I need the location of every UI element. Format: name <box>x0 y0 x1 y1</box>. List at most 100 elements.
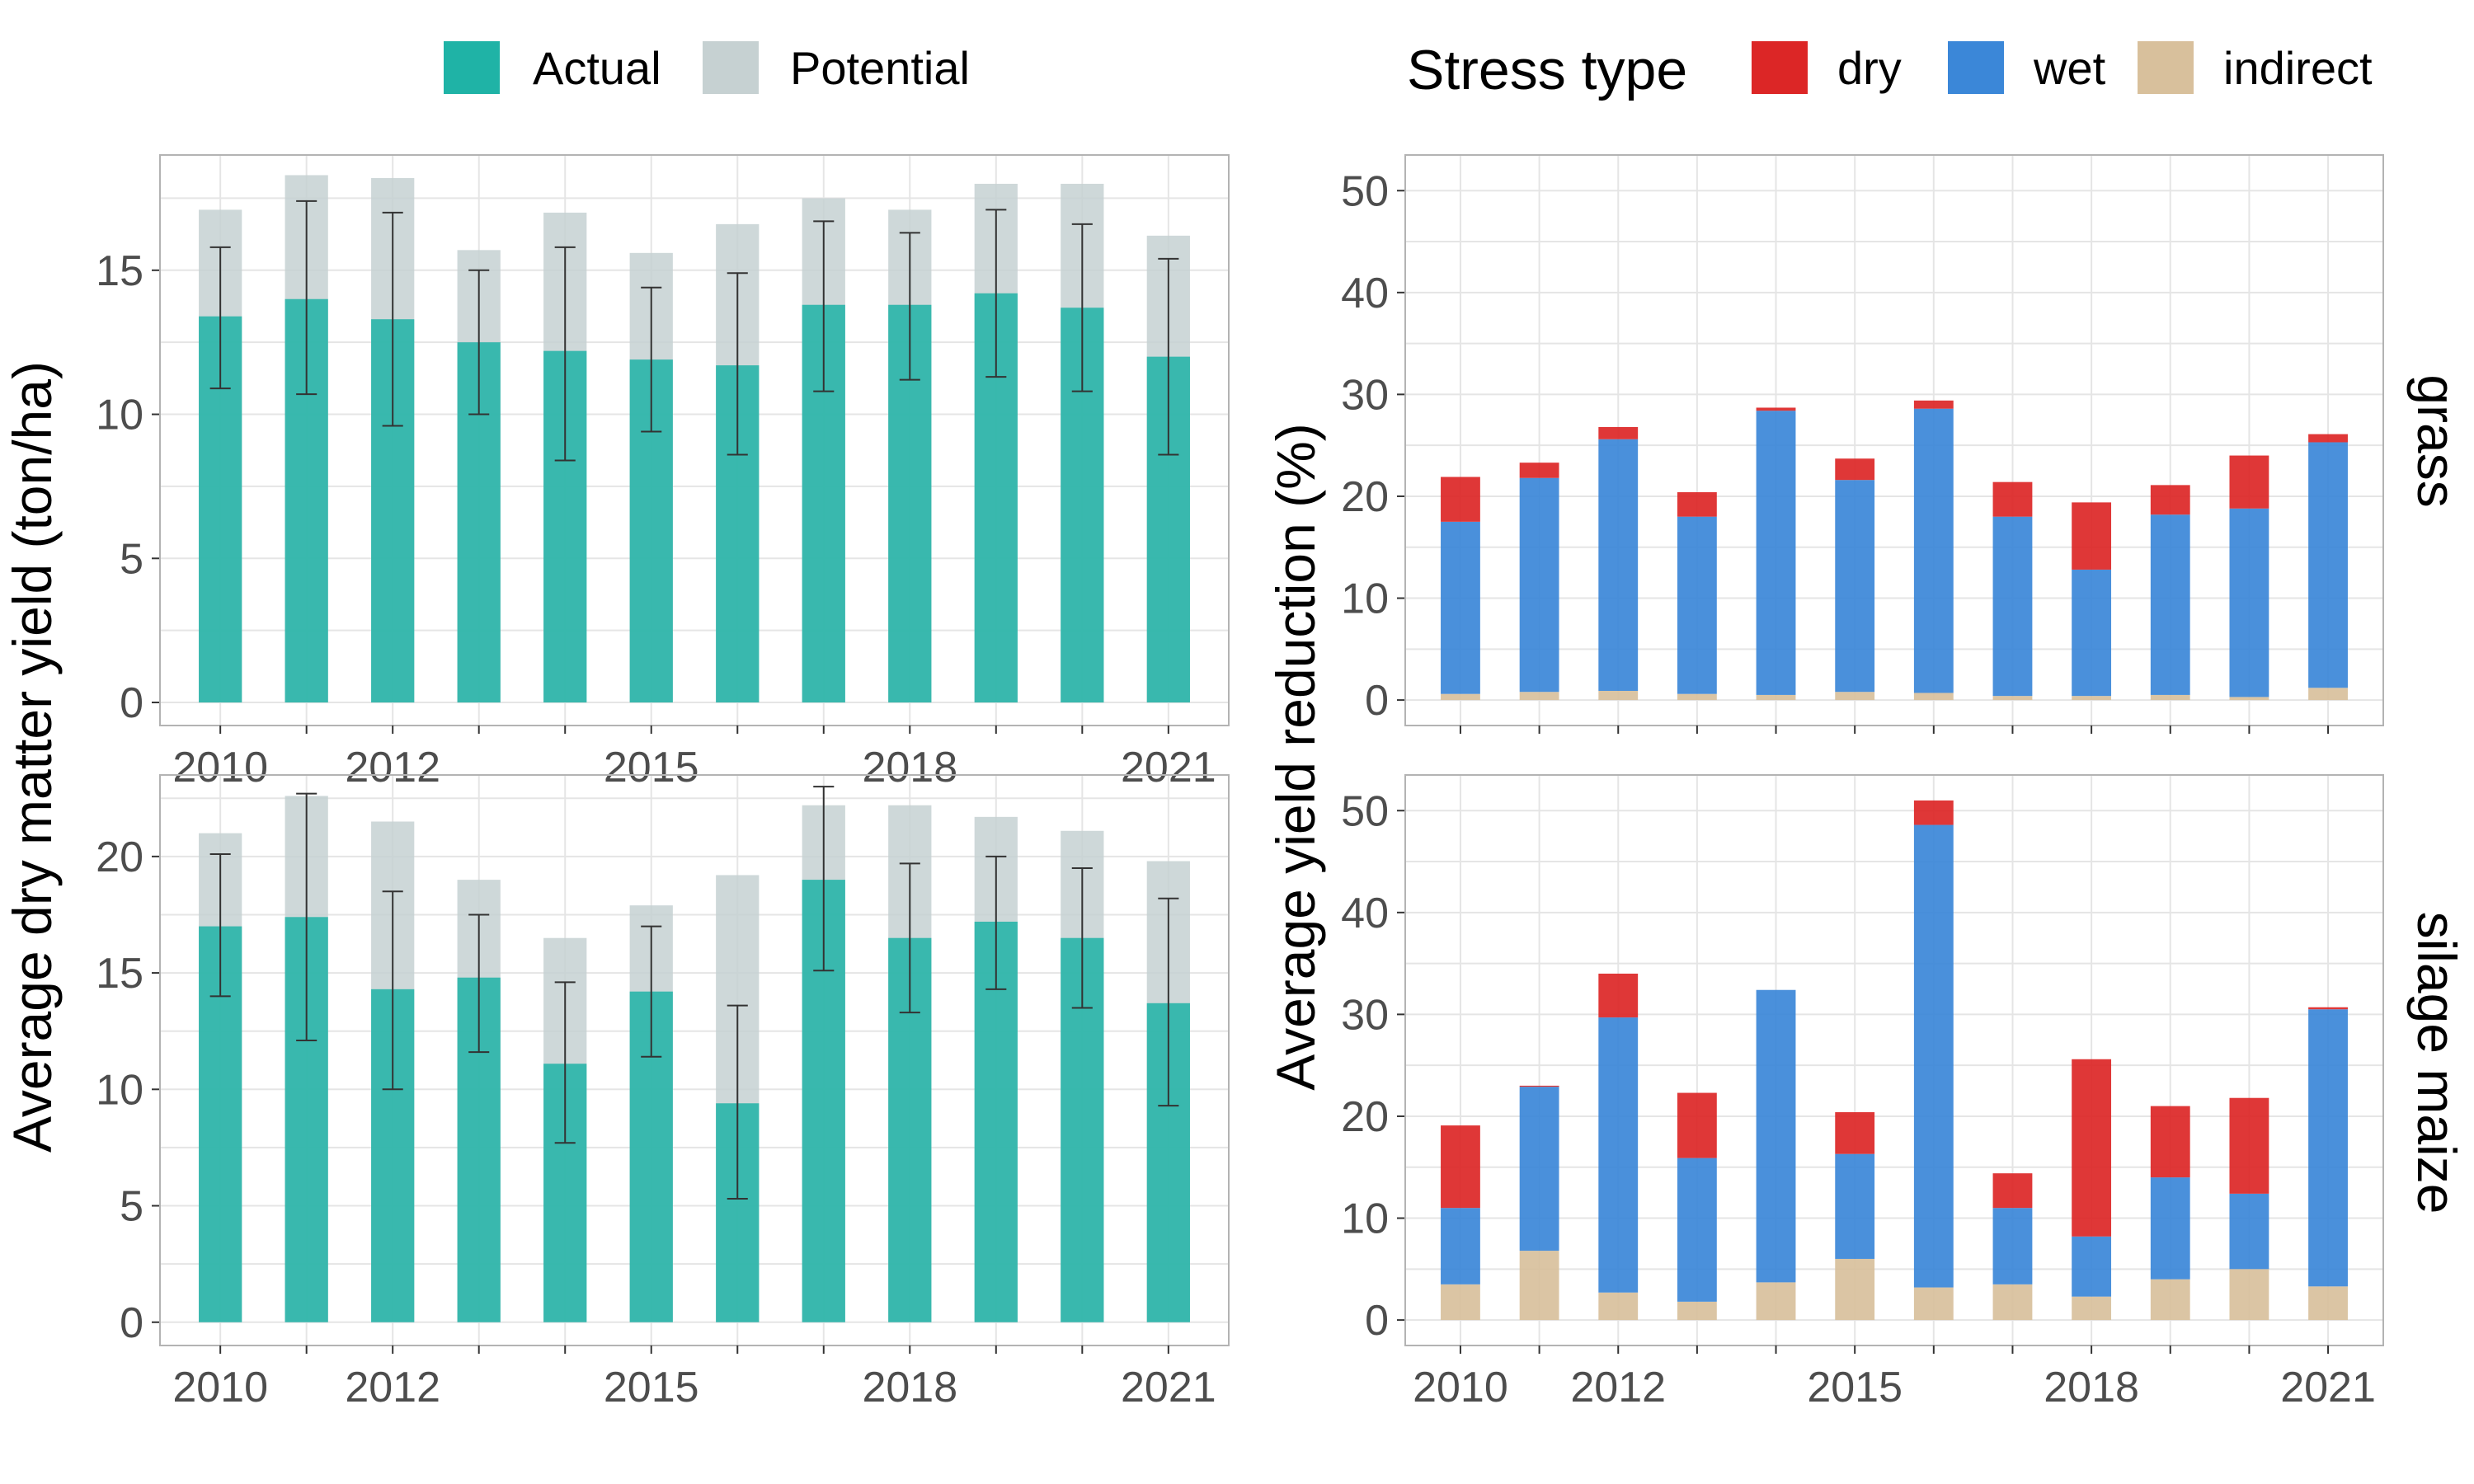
error-bar-2010 <box>209 853 231 998</box>
panel-frame <box>1404 774 2384 1346</box>
x-tick-label: 2015 <box>604 1364 699 1411</box>
x-tick-label: 2010 <box>172 1364 268 1411</box>
legend-title-stress-type: Stress type <box>1407 39 1687 101</box>
y-tick-label: 40 <box>1341 890 1389 937</box>
bar-dry-2012 <box>1598 426 1639 439</box>
bar-indirect-2010 <box>1441 1284 1480 1321</box>
bar-wet-2020 <box>2229 508 2269 697</box>
bar-dry-2015 <box>1835 458 1875 481</box>
bar-dry-2014 <box>1756 407 1796 411</box>
y-tick-label: 40 <box>1341 270 1389 317</box>
bar-dry-2021 <box>2308 1007 2348 1010</box>
y-tick-label: 0 <box>120 1299 143 1347</box>
bar-wet-2019 <box>2150 1177 2190 1280</box>
error-bar-2010 <box>209 246 231 390</box>
bar-dry-2018 <box>2072 502 2112 570</box>
bar-indirect-2021 <box>2308 1286 2348 1321</box>
legend-left: Actual Potential <box>444 41 970 94</box>
bar-indirect-2014 <box>1756 1282 1796 1321</box>
error-bar-2011 <box>296 792 317 1041</box>
facet-label-grass: grass <box>2406 374 2467 507</box>
error-bar-2012 <box>382 211 403 427</box>
bar-wet-2015 <box>1835 480 1875 693</box>
legend-swatch-wet <box>1948 41 2004 94</box>
bar-dry-2011 <box>1519 1085 1559 1087</box>
y-tick-label: 5 <box>120 1183 143 1231</box>
x-tick-label: 2018 <box>2044 1364 2139 1411</box>
y-tick-label: 10 <box>1341 575 1389 623</box>
bar-indirect-2021 <box>2308 688 2348 701</box>
bar-wet-2020 <box>2229 1193 2269 1270</box>
error-bar-2013 <box>468 913 490 1054</box>
y-tick-label: 20 <box>1341 473 1389 521</box>
bar-dry-2017 <box>1992 1173 2033 1209</box>
x-tick-label: 2012 <box>345 1364 440 1411</box>
error-bar-2014 <box>554 981 576 1144</box>
error-bar-2018 <box>899 232 920 381</box>
bar-wet-2019 <box>2150 514 2190 695</box>
legend-swatch-indirect <box>2138 41 2194 94</box>
bar-wet-2010 <box>1441 1208 1480 1284</box>
legend-label-indirect: indirect <box>2223 42 2373 94</box>
error-bar-2020 <box>1071 223 1093 392</box>
bar-indirect-2019 <box>2150 1279 2190 1321</box>
x-tick-label: 2015 <box>1807 1364 1903 1411</box>
y-tick-label: 20 <box>1341 1093 1389 1141</box>
legend-label-wet: wet <box>2033 42 2106 94</box>
error-bar-2019 <box>985 209 1007 378</box>
bar-wet-2014 <box>1756 989 1796 1283</box>
bar-dry-2012 <box>1598 973 1639 1018</box>
y-tick-label: 20 <box>96 834 143 881</box>
y-tick-label: 30 <box>1341 991 1389 1039</box>
bar-dry-2019 <box>2150 485 2190 515</box>
right-y-axis-title: Average yield reduction (%) <box>1265 423 1326 1091</box>
bar-indirect-2013 <box>1677 693 1717 701</box>
bar-indirect-2011 <box>1519 692 1559 701</box>
bar-wet-2014 <box>1756 411 1796 695</box>
error-bar-2019 <box>985 855 1007 990</box>
bar-wet-2017 <box>1992 516 2033 697</box>
bar-indirect-2012 <box>1598 690 1639 701</box>
bar-wet-2012 <box>1598 439 1639 691</box>
bar-wet-2016 <box>1913 408 1954 693</box>
x-tick-label: 2021 <box>1121 1364 1216 1411</box>
bar-wet-2011 <box>1519 1087 1559 1252</box>
legend-swatch-actual <box>444 41 500 94</box>
y-tick-label: 0 <box>1365 1297 1389 1345</box>
bar-wet-2016 <box>1913 824 1954 1288</box>
bar-wet-2013 <box>1677 1158 1717 1302</box>
x-tick-label: 2021 <box>2280 1364 2376 1411</box>
y-tick-label: 10 <box>96 1066 143 1114</box>
y-tick-label: 10 <box>1341 1195 1389 1243</box>
y-tick-label: 10 <box>96 392 143 439</box>
bar-dry-2013 <box>1677 1092 1717 1158</box>
bar-dry-2010 <box>1441 1125 1480 1209</box>
bar-dry-2019 <box>2150 1106 2190 1178</box>
panel-frame <box>159 774 1230 1346</box>
bar-wet-2011 <box>1519 477 1559 693</box>
bar-indirect-2011 <box>1519 1251 1559 1321</box>
bar-wet-2010 <box>1441 521 1480 694</box>
x-tick-label: 2012 <box>1570 1364 1666 1411</box>
bar-indirect-2015 <box>1835 1258 1875 1321</box>
legend-right: Stress type dry wet indirect <box>1407 39 2373 101</box>
error-bar-2014 <box>554 246 576 462</box>
bar-indirect-2017 <box>1992 1284 2033 1321</box>
bar-indirect-2020 <box>2229 697 2269 701</box>
bar-dry-2017 <box>1992 481 2033 517</box>
bar-dry-2021 <box>2308 434 2348 443</box>
bar-indirect-2014 <box>1756 694 1796 701</box>
bar-indirect-2018 <box>2072 1296 2112 1321</box>
error-bar-2020 <box>1071 866 1093 1009</box>
bar-wet-2021 <box>2308 1009 2348 1287</box>
bar-dry-2013 <box>1677 492 1717 517</box>
bar-indirect-2017 <box>1992 696 2033 701</box>
bar-wet-2013 <box>1677 516 1717 694</box>
panel-grass-reduction: 0 10 20 30 40 50 <box>1341 154 2384 734</box>
error-bar-2016 <box>727 1004 748 1200</box>
y-tick-label: 50 <box>1341 167 1389 215</box>
panel-maize-yield: 0 5 10 15 20 2010 2012 2015 2018 2021 <box>96 774 1230 1411</box>
panel-frame <box>159 154 1230 726</box>
